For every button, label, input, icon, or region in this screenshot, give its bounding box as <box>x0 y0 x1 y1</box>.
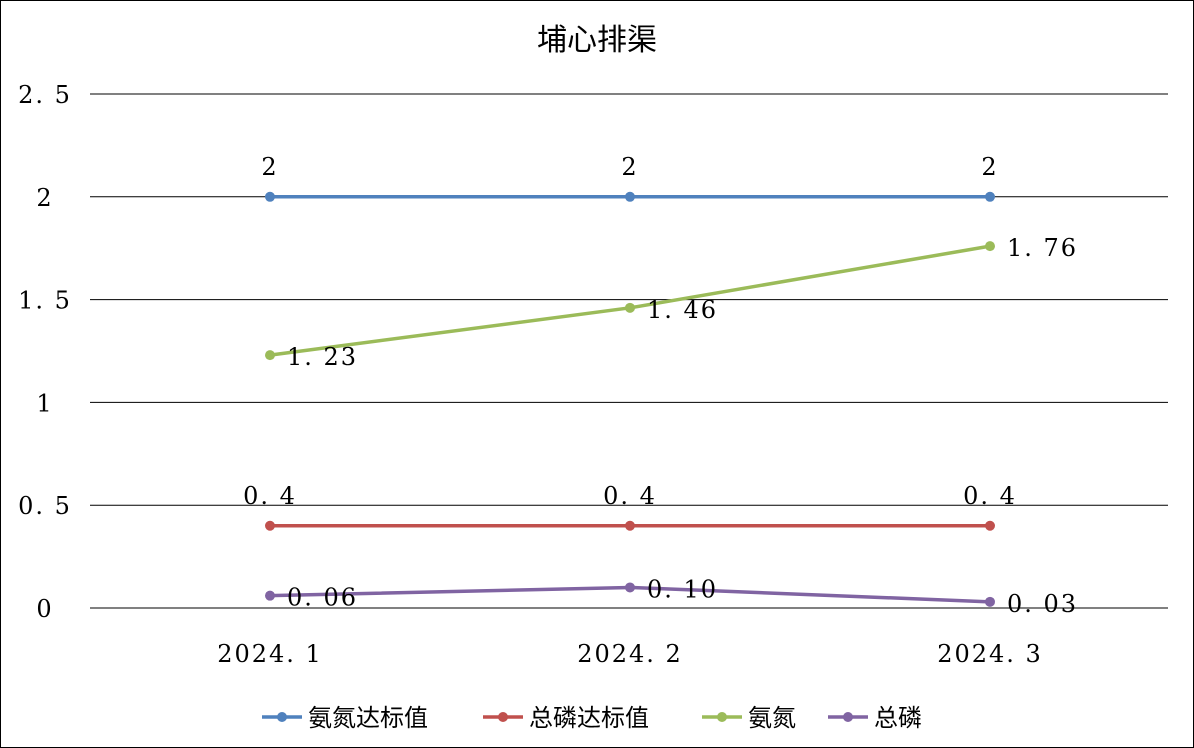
y-tick-label: 2 <box>36 184 53 212</box>
chart-title: 埔心排渠 <box>537 23 657 58</box>
y-tick-label: 1. 5 <box>18 287 72 315</box>
y-tick-label: 0. 5 <box>18 492 72 520</box>
legend-label: 总磷达标值 <box>529 704 649 732</box>
legend-label: 氨氮达标值 <box>308 704 428 732</box>
data-point <box>985 596 995 607</box>
data-labels: 2 2 2 0. 4 0. 4 0. 4 1. 23 1. 46 1. 76 0. 06 0. 10… <box>243 153 1078 618</box>
y-tick-label: 1 <box>36 389 53 417</box>
y-tick-label: 2. 5 <box>18 81 72 109</box>
data-label: 0. 4 <box>243 482 297 510</box>
legend-item: 总磷达标值 <box>483 704 649 732</box>
data-label: 2 <box>261 153 278 181</box>
legend-item: 总磷 <box>828 704 922 732</box>
x-tick-label: 2024. 2 <box>577 640 683 668</box>
data-label: 0. 03 <box>1007 590 1078 618</box>
data-point <box>985 191 995 202</box>
data-label: 0. 4 <box>963 482 1017 510</box>
y-tick-label: 0 <box>36 595 53 623</box>
legend: 氨氮达标值 总磷达标值 氨氮 总磷 <box>262 704 922 732</box>
x-tick-label: 2024. 1 <box>217 640 323 668</box>
data-label: 0. 4 <box>603 482 657 510</box>
series-group <box>265 191 995 607</box>
legend-label: 氨氮 <box>748 704 796 732</box>
data-point <box>625 520 635 531</box>
series-line <box>269 244 991 357</box>
data-point <box>265 590 275 601</box>
legend-swatch-marker <box>717 712 727 722</box>
x-tick-label: 2024. 3 <box>937 640 1043 668</box>
legend-swatch-marker <box>498 712 508 722</box>
legend-item: 氨氮达标值 <box>262 704 428 732</box>
data-point <box>625 582 635 593</box>
x-axis-ticks: 2024. 1 2024. 2 2024. 3 <box>217 640 1043 668</box>
data-point <box>265 191 275 202</box>
data-point <box>985 241 995 252</box>
y-axis-ticks: 0 0. 5 1 1. 5 2 2. 5 <box>18 81 72 623</box>
data-point <box>265 350 275 361</box>
data-label: 0. 10 <box>647 575 718 603</box>
data-point <box>985 520 995 531</box>
data-label: 1. 76 <box>1007 234 1078 262</box>
data-label: 2 <box>981 153 998 181</box>
data-point <box>625 191 635 202</box>
data-point <box>625 302 635 313</box>
data-point <box>265 520 275 531</box>
data-label: 2 <box>621 153 638 181</box>
legend-swatch-marker <box>277 712 287 722</box>
legend-label: 总磷 <box>874 704 922 732</box>
data-label: 1. 23 <box>287 343 358 371</box>
data-label: 0. 06 <box>287 584 358 612</box>
legend-swatch-marker <box>843 712 853 722</box>
legend-item: 氨氮 <box>702 704 796 732</box>
data-label: 1. 46 <box>647 296 718 324</box>
